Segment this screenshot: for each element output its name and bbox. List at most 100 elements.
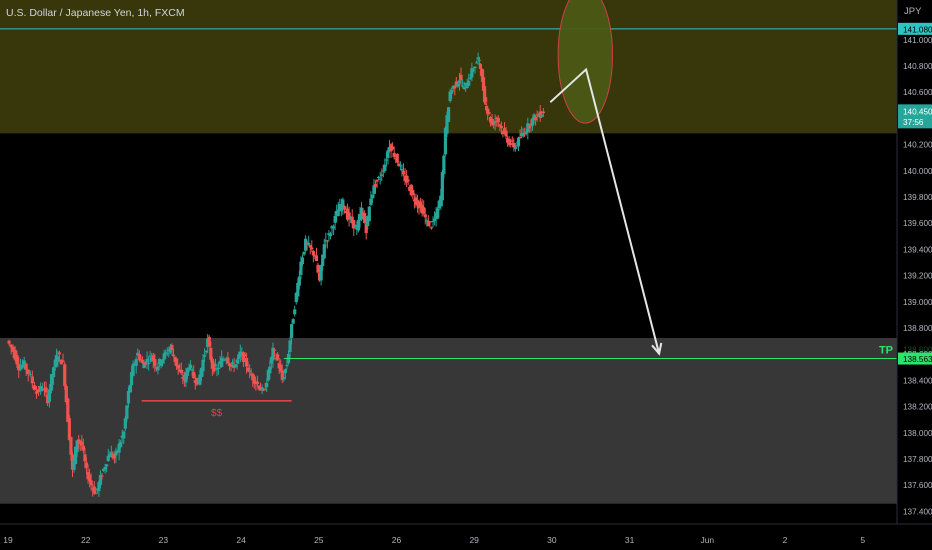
candle-body xyxy=(244,358,249,367)
candle-body xyxy=(176,365,180,369)
candle-body xyxy=(321,254,325,266)
zones-layer xyxy=(0,0,897,504)
price-tick: 137.400 xyxy=(903,507,932,516)
candle-body xyxy=(411,190,415,196)
candle-body xyxy=(185,368,190,376)
price-tick: 139.200 xyxy=(903,272,932,281)
candle-body xyxy=(341,199,345,208)
demand-zone[interactable] xyxy=(0,337,897,504)
candle-body xyxy=(521,132,525,137)
current-price-badge[interactable] xyxy=(898,104,932,129)
hidden-tick: 138.600 xyxy=(903,346,932,355)
candle-body xyxy=(383,164,387,171)
candle-body xyxy=(271,347,275,361)
candle-body xyxy=(126,391,131,404)
candle-body xyxy=(248,370,252,372)
time-tick: 31 xyxy=(625,535,635,545)
candle-body xyxy=(202,355,207,357)
time-axis[interactable]: 19 22 23 24 25 26 29 30 31 Jun 2 5 xyxy=(0,523,932,545)
candle-body xyxy=(57,352,62,355)
candle-body xyxy=(142,362,146,369)
price-tick: 137.600 xyxy=(903,481,932,490)
price-axis[interactable]: 141.000140.800140.600140.400140.200140.0… xyxy=(896,0,932,524)
price-tick: 140.600 xyxy=(903,88,932,97)
candle-body xyxy=(311,250,315,256)
candle-body xyxy=(459,74,463,81)
projection-arrow[interactable] xyxy=(549,67,661,354)
candle-body xyxy=(145,358,149,363)
price-axis-bg xyxy=(897,0,932,524)
candle-body xyxy=(429,227,434,229)
candle-body xyxy=(535,114,539,116)
candle-body xyxy=(117,443,121,453)
candle-body xyxy=(161,359,165,364)
top-price-badge[interactable] xyxy=(898,22,932,35)
candle-body xyxy=(476,57,480,60)
candle-body xyxy=(92,486,96,494)
time-tick: 2 xyxy=(783,535,788,545)
candle-body xyxy=(490,118,494,125)
candle-body xyxy=(269,356,274,364)
price-tick: 140.000 xyxy=(903,167,932,176)
liquidity-label: $$ xyxy=(211,408,223,419)
tp-price-badge[interactable] xyxy=(898,352,932,365)
candle-body xyxy=(352,219,356,229)
candle-body xyxy=(297,276,301,286)
candle-body xyxy=(391,146,395,150)
candle-body xyxy=(32,385,37,390)
candle-body xyxy=(64,385,68,402)
candle-body xyxy=(279,364,283,372)
candle-body xyxy=(131,363,135,376)
candle-body xyxy=(26,369,30,375)
candle-body xyxy=(143,361,148,365)
candle-body xyxy=(192,371,196,379)
candle-body xyxy=(266,370,270,381)
candle-body xyxy=(518,136,522,138)
candle-body xyxy=(446,107,451,122)
candle-body xyxy=(442,155,446,174)
candle-body xyxy=(375,179,379,182)
symbol-title[interactable]: U.S. Dollar / Japanese Yen, 1h, FXCM xyxy=(6,7,185,19)
candle-body xyxy=(201,359,205,372)
candle-body xyxy=(199,367,204,378)
candle-body xyxy=(87,474,92,482)
candle-body xyxy=(30,376,34,384)
candle-body xyxy=(300,257,305,265)
candle-body xyxy=(39,385,43,392)
candle-body xyxy=(409,184,413,196)
candle-body xyxy=(241,352,246,362)
candle-body xyxy=(81,445,85,451)
candle-body xyxy=(400,169,404,171)
candle-body xyxy=(367,206,371,222)
candle-body xyxy=(530,118,535,126)
highlight-circle[interactable] xyxy=(557,0,613,124)
candle-body xyxy=(395,153,399,163)
candle-body xyxy=(198,374,202,385)
candle-body xyxy=(296,282,300,297)
candle-body xyxy=(226,357,230,363)
candle-body xyxy=(73,446,78,465)
candle-body xyxy=(353,225,357,227)
candle-body xyxy=(28,374,32,376)
candle-body xyxy=(101,468,106,471)
candle-body xyxy=(18,366,23,370)
currency-label: JPY xyxy=(904,6,922,17)
candle-body xyxy=(134,359,138,366)
candle-body xyxy=(498,124,502,127)
candle-body xyxy=(378,178,382,180)
top-price-text: 141.080 xyxy=(903,25,932,34)
price-tick: 139.600 xyxy=(903,219,932,228)
candle-body xyxy=(34,391,39,394)
candle-body xyxy=(426,220,430,227)
candle-body xyxy=(119,442,123,448)
candle-body xyxy=(97,482,101,492)
candle-body xyxy=(49,374,54,391)
candle-body xyxy=(17,364,21,371)
candle-body xyxy=(310,247,314,250)
candle-body xyxy=(308,245,312,248)
candle-body xyxy=(272,349,277,351)
candle-body xyxy=(137,353,141,360)
candle-body xyxy=(140,360,145,363)
candle-body xyxy=(319,265,323,281)
